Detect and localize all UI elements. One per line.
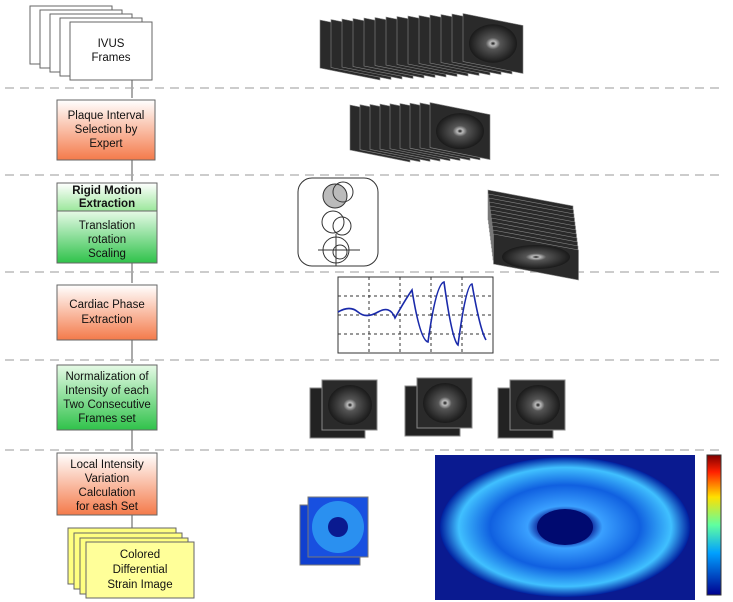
- node-text: rotation: [88, 234, 126, 246]
- node-text: Differential: [113, 564, 168, 576]
- node-text: IVUS: [98, 38, 125, 50]
- node-text: Calculation: [79, 487, 136, 499]
- colored-node: Colored Differential Strain Image: [68, 528, 194, 598]
- node-text: Translation: [79, 220, 135, 232]
- node-text: Two Consecutive: [63, 399, 151, 411]
- node-text: Extraction: [81, 314, 132, 326]
- lumen: [537, 509, 593, 545]
- plaque-node: Plaque Interval Selection by Expert: [57, 100, 155, 160]
- node-text: Intensity of each: [65, 385, 149, 397]
- node-text: Expert: [89, 138, 123, 150]
- colorbar: [707, 455, 721, 595]
- strain-image: [300, 455, 721, 600]
- node-text: Normalization of: [65, 371, 149, 383]
- circle: [333, 217, 351, 235]
- circle: [323, 184, 347, 208]
- vessel: [423, 383, 467, 423]
- rigid-node: Rigid Motion Extraction Translation rota…: [57, 183, 157, 263]
- node-text: Colored: [120, 549, 160, 561]
- vessel: [516, 385, 560, 425]
- node-text: Rigid Motion: [72, 185, 142, 197]
- small-strain-lumen: [328, 517, 348, 537]
- node-text: for eash Set: [76, 501, 139, 513]
- ivus-frames-node: IVUS Frames: [30, 6, 152, 80]
- motion-illustration: [298, 178, 378, 266]
- box: [57, 285, 157, 340]
- node-text: Frames: [92, 52, 131, 64]
- vessel: [328, 385, 372, 425]
- node-text: Plaque Interval: [68, 110, 145, 122]
- circle: [333, 245, 347, 259]
- node-text: Selection by: [75, 124, 138, 136]
- diagram: IVUS Frames Plaque Interval Selection by…: [0, 0, 733, 602]
- vessel: [502, 245, 570, 269]
- vessel: [436, 113, 484, 149]
- normalization-node: Normalization of Intensity of each Two C…: [57, 365, 157, 430]
- node-text: Extraction: [79, 198, 135, 210]
- cardiac-node: Cardiac Phase Extraction: [57, 285, 157, 340]
- page: [70, 22, 152, 80]
- local-node: Local Intensity Variation Calculation fo…: [57, 453, 157, 515]
- vessel: [469, 24, 517, 62]
- node-text: Variation: [85, 473, 130, 485]
- node-text: Cardiac Phase: [69, 299, 144, 311]
- cardiac-plot: [338, 277, 493, 353]
- image-stacks: [310, 14, 579, 439]
- circle: [322, 211, 344, 233]
- node-text: Strain Image: [107, 579, 172, 591]
- node-text: Scaling: [88, 248, 126, 260]
- node-text: Local Intensity: [70, 459, 144, 471]
- node-text: Frames set: [78, 413, 136, 425]
